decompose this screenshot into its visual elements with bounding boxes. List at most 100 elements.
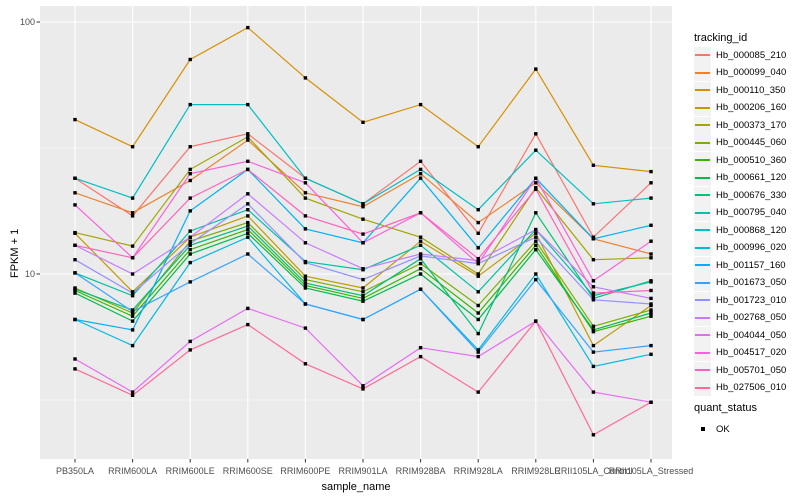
data-point — [246, 235, 250, 239]
data-point — [246, 135, 250, 139]
data-point — [130, 393, 135, 397]
data-point — [188, 209, 192, 213]
data-point — [418, 159, 423, 163]
data-point — [476, 231, 480, 235]
data-point — [361, 387, 365, 391]
legend-item-label: Hb_000445_060 — [716, 137, 787, 148]
data-point — [361, 296, 365, 301]
legend-key — [694, 186, 711, 204]
legend-key — [694, 344, 711, 361]
legend-item: Hb_000445_060 — [694, 134, 786, 152]
data-point — [188, 145, 192, 149]
data-point — [361, 384, 365, 388]
data-point — [476, 261, 480, 266]
legend-item: Hb_000661_120 — [694, 169, 786, 187]
data-point — [303, 227, 308, 231]
data-point — [73, 357, 77, 361]
legend-item-label: Hb_000996_020 — [716, 242, 787, 253]
legend-key — [694, 221, 711, 239]
data-point — [476, 354, 480, 359]
data-point — [73, 317, 77, 322]
data-point — [591, 163, 596, 167]
legend-line-swatch — [695, 299, 710, 301]
data-point — [130, 256, 135, 260]
data-point — [246, 25, 250, 30]
data-point — [188, 235, 192, 239]
data-point — [649, 302, 653, 306]
legend-item: Hb_027506_010 — [694, 379, 786, 397]
legend-key — [694, 64, 711, 81]
data-point — [476, 303, 480, 308]
legend-line-swatch — [695, 176, 710, 179]
data-point — [188, 241, 192, 246]
data-point — [591, 298, 596, 302]
data-point — [73, 176, 77, 180]
legend-item: Hb_000110_350 — [694, 81, 786, 99]
data-point — [188, 172, 192, 176]
data-point — [534, 132, 538, 136]
data-point — [188, 339, 192, 344]
data-point — [476, 274, 480, 278]
data-point — [534, 277, 538, 282]
data-point — [418, 354, 423, 359]
data-point — [591, 343, 596, 348]
legend-key — [694, 151, 711, 169]
data-point — [303, 302, 308, 306]
data-point — [591, 350, 596, 354]
data-point — [130, 319, 135, 323]
data-point — [246, 167, 250, 172]
data-point — [418, 176, 423, 180]
data-point — [418, 243, 423, 247]
data-point — [188, 229, 192, 233]
data-point — [476, 272, 480, 276]
data-point — [361, 317, 365, 322]
data-point — [534, 319, 538, 323]
legend-line-swatch — [695, 351, 710, 354]
legend-line-swatch — [695, 159, 710, 161]
data-point — [591, 291, 596, 295]
data-point — [246, 214, 250, 218]
data-point — [476, 317, 480, 322]
legend-line-swatch — [695, 316, 710, 319]
data-point — [649, 352, 653, 356]
data-point — [591, 294, 596, 298]
legend-item-label: Hb_027506_010 — [716, 382, 787, 393]
data-point — [73, 203, 77, 207]
data-point — [649, 239, 653, 243]
data-point — [361, 217, 365, 221]
data-point — [73, 230, 77, 235]
data-point — [534, 181, 538, 185]
legend-line-swatch — [695, 89, 710, 91]
x-tick-label: RRIM928LE — [511, 466, 561, 476]
legend-item-label: Hb_000373_170 — [716, 119, 787, 131]
data-point — [649, 311, 653, 315]
data-point — [418, 235, 423, 239]
legend-item-label: Hb_001157_160 — [716, 259, 786, 271]
data-point — [246, 224, 250, 228]
data-point — [303, 260, 308, 265]
data-point — [130, 343, 135, 348]
data-point — [361, 205, 365, 209]
legend-item: Hb_000373_170 — [694, 116, 786, 134]
legend-item: Hb_001673_050 — [694, 274, 786, 292]
data-point — [361, 286, 365, 290]
legend-item-label: Hb_000510_360 — [716, 154, 787, 166]
data-point — [418, 287, 423, 291]
data-point — [418, 346, 423, 350]
data-point — [476, 257, 480, 261]
data-point — [534, 235, 538, 239]
data-point — [649, 169, 653, 174]
data-point — [649, 400, 653, 404]
x-tick-label: RRIM600LA — [108, 466, 158, 476]
data-point — [591, 328, 596, 332]
data-point — [303, 241, 308, 245]
legend-key — [694, 421, 711, 438]
legend-key — [694, 204, 711, 221]
legend-key — [694, 46, 711, 64]
data-point — [418, 252, 423, 256]
legend-item-label: Hb_005701_050 — [716, 364, 787, 376]
data-point — [303, 286, 308, 290]
legend-key — [694, 326, 711, 344]
data-point — [534, 247, 538, 252]
data-point — [188, 167, 192, 172]
